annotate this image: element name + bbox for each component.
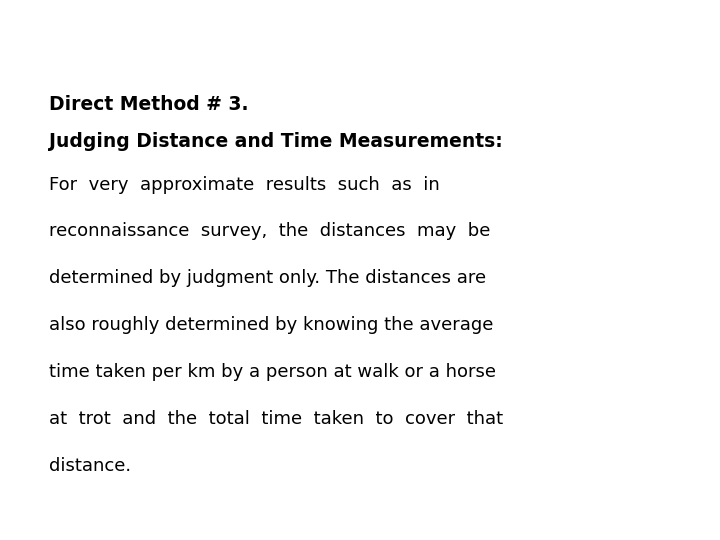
Text: For  very  approximate  results  such  as  in: For very approximate results such as in [49,176,440,193]
Text: time taken per km by a person at walk or a horse: time taken per km by a person at walk or… [49,363,496,381]
Text: Judging Distance and Time Measurements:: Judging Distance and Time Measurements: [49,132,503,151]
Text: at  trot  and  the  total  time  taken  to  cover  that: at trot and the total time taken to cove… [49,410,503,428]
Text: determined by judgment only. The distances are: determined by judgment only. The distanc… [49,269,486,287]
Text: distance.: distance. [49,457,131,475]
Text: reconnaissance  survey,  the  distances  may  be: reconnaissance survey, the distances may… [49,222,490,240]
Text: also roughly determined by knowing the average: also roughly determined by knowing the a… [49,316,493,334]
Text: Direct Method # 3.: Direct Method # 3. [49,94,248,113]
